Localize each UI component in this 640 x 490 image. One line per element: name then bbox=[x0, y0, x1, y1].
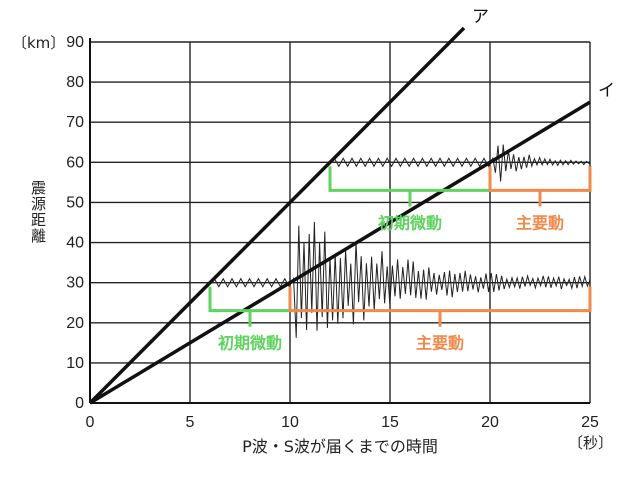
tick-labels: 0 10 20 30 40 50 60 70 80 90 0 5 10 15 20 25 bbox=[66, 34, 599, 431]
series-label: イ bbox=[598, 81, 615, 101]
grid bbox=[90, 41, 591, 403]
series-label: ア bbox=[472, 7, 489, 27]
annotation-label: 初期微動 bbox=[218, 334, 282, 353]
y-tick-label: 20 bbox=[66, 315, 84, 332]
y-tick-label: 50 bbox=[66, 194, 84, 211]
y-tick-label: 40 bbox=[66, 235, 84, 252]
seismograms bbox=[209, 144, 591, 338]
y-tick-label: 60 bbox=[66, 154, 84, 171]
seismogram-trace bbox=[209, 221, 591, 338]
annotation-label: 主要動 bbox=[416, 334, 464, 353]
x-unit: 〔秒〕 bbox=[568, 434, 613, 452]
y-unit: 〔km〕 bbox=[12, 34, 65, 52]
y-axis-label: 震源距離 bbox=[29, 180, 47, 244]
x-tick-label: 0 bbox=[86, 414, 95, 431]
x-tick-label: 20 bbox=[481, 414, 499, 431]
y-tick-label: 80 bbox=[66, 74, 84, 91]
x-tick-label: 10 bbox=[281, 414, 299, 431]
y-tick-label: 0 bbox=[75, 395, 84, 412]
series-line bbox=[88, 26, 466, 405]
x-tick-label: 5 bbox=[186, 414, 195, 431]
axes bbox=[89, 38, 590, 404]
annotation-bracket bbox=[488, 166, 592, 192]
x-tick-label: 15 bbox=[381, 414, 399, 431]
y-tick-label: 90 bbox=[66, 34, 84, 51]
seismogram-trace bbox=[329, 144, 591, 182]
y-tick-label: 30 bbox=[66, 275, 84, 292]
annotation-label: 主要動 bbox=[516, 213, 564, 232]
x-tick-label: 25 bbox=[581, 414, 599, 431]
travel-time-lines: アイ bbox=[88, 7, 615, 405]
y-tick-label: 70 bbox=[66, 114, 84, 131]
series-line bbox=[89, 100, 591, 405]
y-tick-label: 10 bbox=[66, 355, 84, 372]
annotation-bracket bbox=[288, 286, 592, 313]
x-axis-label: P波・S波が届くまでの時間 bbox=[242, 437, 438, 456]
annotation-label: 初期微動 bbox=[378, 213, 442, 232]
